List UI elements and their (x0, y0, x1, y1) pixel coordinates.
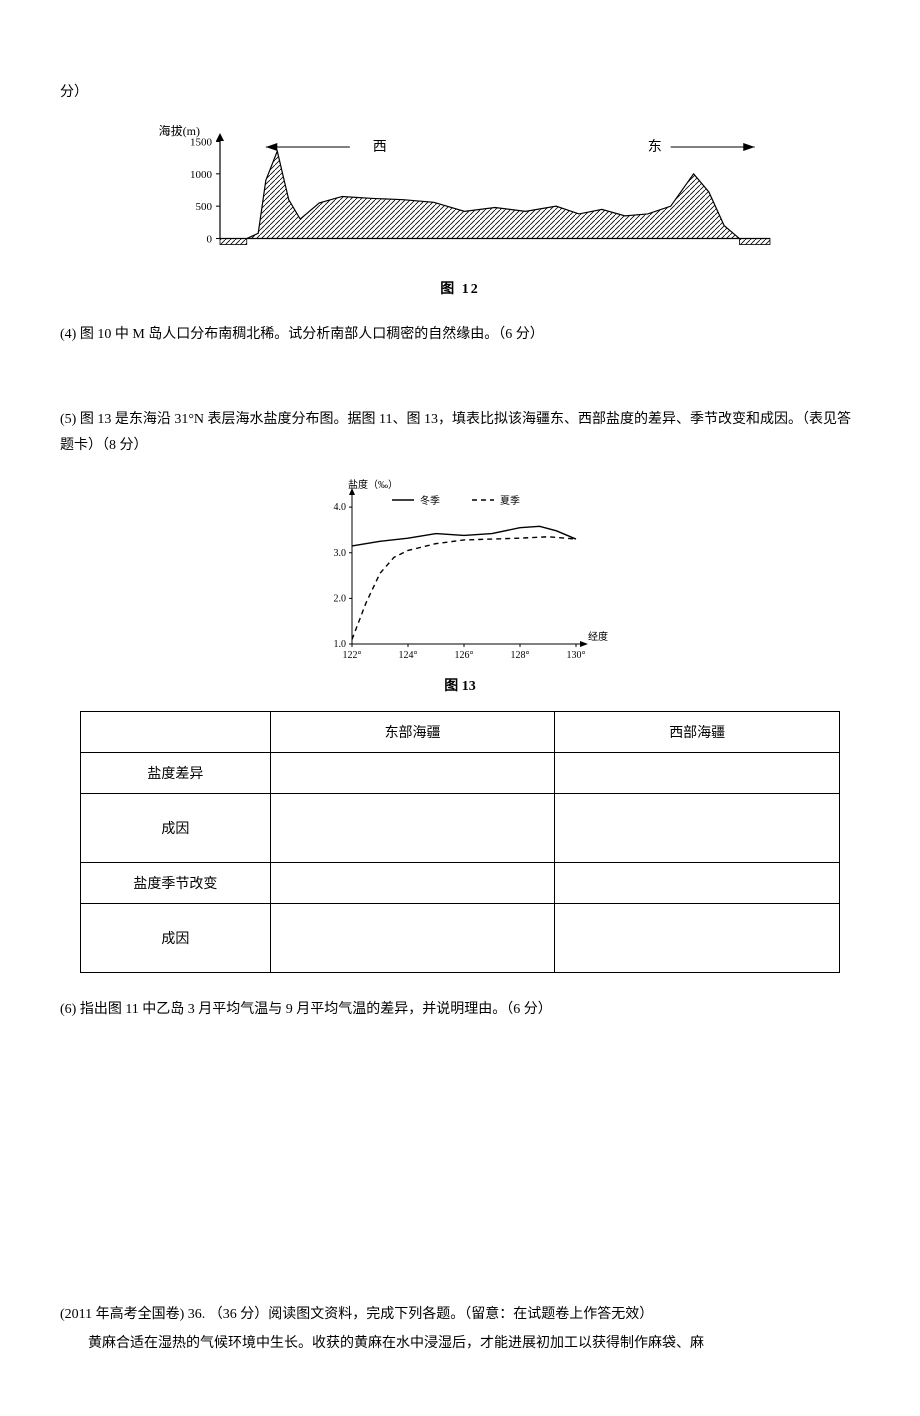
question-6: (6) 指出图 11 中乙岛 3 月平均气温与 9 月平均气温的差异，并说明理由… (60, 997, 860, 1022)
svg-text:西: 西 (373, 140, 387, 155)
svg-text:126°: 126° (455, 650, 474, 661)
row-label: 盐度差异 (81, 752, 271, 793)
svg-text:海拔(m): 海拔(m) (159, 125, 200, 138)
salinity-chart-svg: 1.0 2.0 3.0 4.0 122° 124° 126° 128° 130° 盐度（‰） 经度 冬… (310, 478, 610, 668)
top-fragment: 分） (60, 80, 860, 105)
figure-12: 0 500 1000 1500海拔(m) 西 东 (60, 125, 860, 270)
svg-text:夏季: 夏季 (500, 495, 520, 507)
svg-text:122°: 122° (343, 650, 362, 661)
svg-text:冬季: 冬季 (420, 494, 440, 507)
figure-13: 1.0 2.0 3.0 4.0 122° 124° 126° 128° 130° 盐度（‰） 经度 冬… (60, 478, 860, 695)
svg-text:4.0: 4.0 (334, 502, 347, 513)
svg-text:盐度（‰）: 盐度（‰） (348, 478, 398, 491)
svg-text:1.0: 1.0 (334, 639, 347, 650)
row-label: 成因 (81, 903, 271, 972)
svg-text:1000: 1000 (190, 169, 213, 181)
svg-text:124°: 124° (399, 650, 418, 661)
table-row: 成因 (81, 903, 840, 972)
svg-text:3.0: 3.0 (334, 548, 347, 559)
svg-text:1500: 1500 (190, 137, 213, 149)
table-row: 盐度季节改变 (81, 862, 840, 903)
svg-text:500: 500 (196, 201, 213, 213)
table-header-row: 东部海疆 西部海疆 (81, 711, 840, 752)
footer-line-2: 黄麻合适在湿热的气候环境中生长。收获的黄麻在水中浸湿后，才能进展初加工以获得制作… (60, 1331, 860, 1356)
question-4: (4) 图 10 中 M 岛人口分布南稠北稀。试分析南部人口稠密的自然缘由。（6… (60, 322, 860, 347)
svg-text:128°: 128° (511, 650, 530, 661)
svg-text:2.0: 2.0 (334, 593, 347, 604)
comparison-table: 东部海疆 西部海疆 盐度差异 成因 盐度季节改变 成因 (80, 711, 840, 973)
svg-text:130°: 130° (567, 650, 586, 661)
row-label: 成因 (81, 793, 271, 862)
row-label: 盐度季节改变 (81, 862, 271, 903)
svg-text:经度: 经度 (588, 630, 608, 643)
table-row: 盐度差异 (81, 752, 840, 793)
figure-12-caption: 图 12 (60, 278, 860, 298)
svg-text:0: 0 (207, 234, 213, 246)
footer-line-1: (2011 年高考全国卷) 36. （36 分）阅读图文资料，完成下列各题。（留… (60, 1302, 860, 1327)
col-east: 东部海疆 (270, 711, 555, 752)
elevation-profile-svg: 0 500 1000 1500海拔(m) 西 东 (140, 125, 780, 265)
col-west: 西部海疆 (555, 711, 840, 752)
table-row: 成因 (81, 793, 840, 862)
question-5-intro: (5) 图 13 是东海沿 31°N 表层海水盐度分布图。据图 11、图 13，… (60, 407, 860, 457)
svg-text:东: 东 (648, 139, 662, 155)
figure-13-caption: 图 13 (60, 675, 860, 695)
